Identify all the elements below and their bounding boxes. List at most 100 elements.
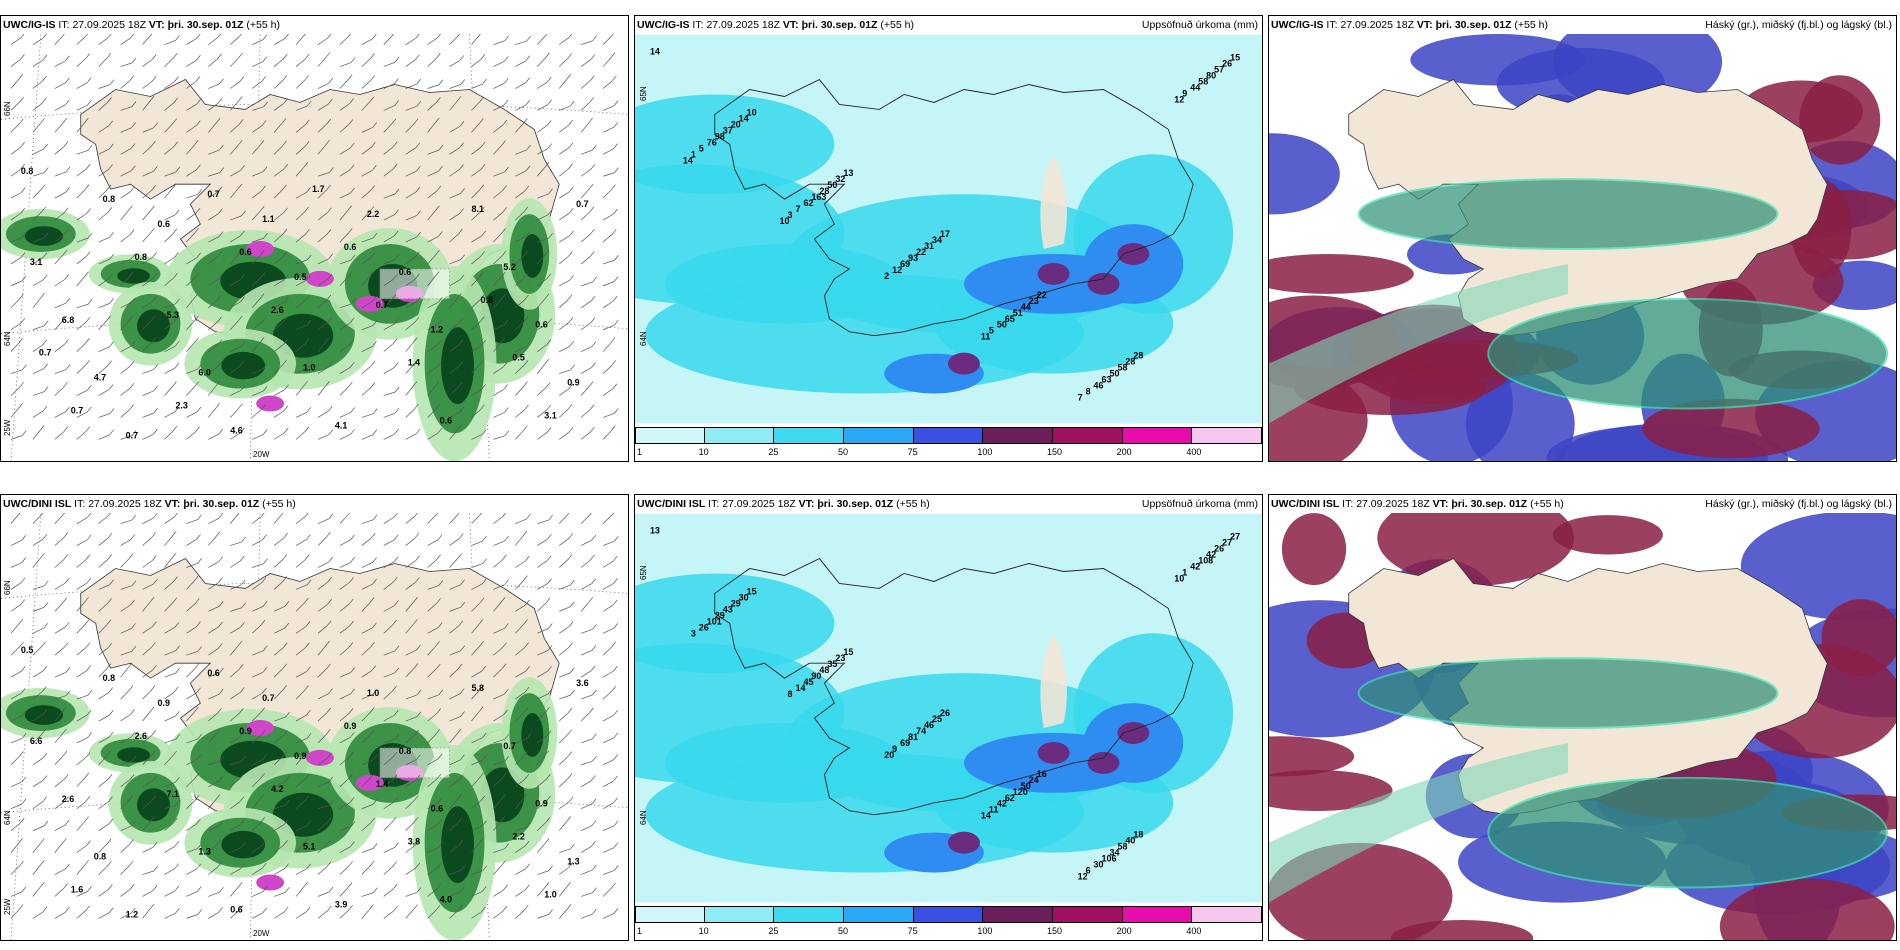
- accum-value-label: 7: [795, 204, 800, 214]
- accum-value-label: 15: [1230, 53, 1240, 63]
- latitude-label: 66N: [3, 580, 12, 595]
- wind-precip-map-panel: UWC/IG-IS IT: 27.09.2025 18Z VT: þri. 30…: [0, 15, 629, 462]
- accum-value-label: 44: [1021, 302, 1031, 312]
- accum-value-label: 62: [803, 198, 813, 208]
- precip-value-label: 0.8: [399, 746, 411, 756]
- accum-value-label: 74: [916, 726, 926, 736]
- dry-land-patch: [1040, 154, 1067, 249]
- latitude-label: 64N: [639, 331, 648, 346]
- lead-time: (+55 h): [1514, 19, 1548, 31]
- precipitation-field: [1, 198, 558, 461]
- precip-value-label: 0.6: [230, 904, 242, 914]
- accum-value-label: 5: [989, 326, 994, 336]
- precip-value-labels: 0.8 0.6 0.5 1.2 0.9 0.7 1.1 0.6 0.6 4.7 4.6 2.2 5.2 6…: [21, 166, 589, 440]
- precip-value-label: 0.6: [431, 804, 443, 814]
- accum-value-label: 29: [715, 610, 725, 620]
- accum-value-label: 14: [795, 683, 805, 693]
- map-canvas: 0.8 0.6 0.5 1.2 0.9 0.7 1.1 0.6 0.6 4.7 4.6 2.2 5.2 6…: [1, 34, 628, 461]
- accum-value-label: 3: [788, 210, 793, 220]
- init-time-value: 27.09.2025 18Z: [1340, 19, 1414, 31]
- precip-value-label: 0.7: [576, 199, 588, 209]
- accum-value-label: 42: [997, 799, 1007, 809]
- map-canvas: 1315152616182730232524402729354650582643…: [635, 513, 1262, 903]
- latitude-label: 65N: [639, 565, 648, 580]
- cloud-cover-map-panel: UWC/DINI ISL IT: 27.09.2025 18Z VT: þri.…: [1268, 494, 1897, 941]
- precip-value-label: 0.6: [207, 668, 219, 678]
- accum-value-label: 50: [1021, 781, 1031, 791]
- dry-land-patch: [1040, 633, 1067, 728]
- accum-value-label: 98: [715, 131, 725, 141]
- accum-value-label: 37: [723, 125, 733, 135]
- colorbar-tick-label: 10: [698, 447, 709, 457]
- panel-field-title: Uppsöfnuð úrkoma (mm): [1141, 19, 1258, 31]
- accum-value-label: 120: [1013, 787, 1028, 797]
- colorbar-swatch: [774, 906, 844, 923]
- valid-time-value: þri. 30.sep. 01Z: [1451, 498, 1528, 510]
- latitude-label: 64N: [3, 331, 12, 346]
- accum-value-label: 10: [747, 107, 757, 117]
- accum-value-label: 9: [892, 744, 897, 754]
- colorbar-tick-label: 100: [977, 447, 993, 457]
- accum-value-labels: 1410131722281514323423282620503144585737…: [650, 47, 1240, 403]
- accum-value-label: 22: [1037, 290, 1047, 300]
- precip-value-label: 0.8: [135, 252, 147, 262]
- init-time-value: 27.09.2025 18Z: [88, 498, 162, 510]
- accum-value-label: 34: [1109, 848, 1119, 858]
- latitude-label: 66N: [3, 101, 12, 116]
- precip-value-label: 3.1: [544, 410, 556, 420]
- valid-time-label: VT:: [782, 19, 799, 31]
- accum-value-label: 7: [1078, 393, 1083, 403]
- init-time-value: 27.09.2025 18Z: [706, 19, 780, 31]
- precip-value-label: 0.6: [158, 219, 170, 229]
- accum-value-label: 30: [739, 592, 749, 602]
- precip-value-label: 0.6: [535, 320, 547, 330]
- accum-value-label: 42: [1190, 562, 1200, 572]
- precip-value-label: 2.6: [62, 794, 74, 804]
- lead-time: (+55 h): [1530, 498, 1564, 510]
- precip-value-label: 0.9: [158, 698, 170, 708]
- colorbar-swatch: [844, 427, 914, 444]
- precip-value-label: 6.0: [198, 368, 210, 378]
- precipitation-field: [635, 94, 1234, 394]
- precip-value-label: 0.9: [567, 378, 579, 388]
- colorbar-legend: 1 10 25 50 75 100 150 200 400: [635, 906, 1262, 940]
- precip-value-label: 4.0: [440, 894, 452, 904]
- init-time-label: IT:: [58, 19, 70, 31]
- coastline: [714, 557, 1194, 816]
- colorbar-swatch: [844, 906, 914, 923]
- colorbar-frame: [635, 427, 1262, 444]
- coastline: [714, 78, 1194, 337]
- precipitation-field: [1, 677, 558, 940]
- accum-value-label: 27: [1230, 532, 1240, 542]
- accum-value-label: 15: [843, 647, 853, 657]
- precip-value-label: 6.8: [62, 315, 74, 325]
- accum-value-label: 9: [1182, 88, 1187, 98]
- lead-time: (+55 h): [246, 19, 280, 31]
- precip-value-label: 2.6: [271, 305, 283, 315]
- precip-value-label: 5.3: [166, 310, 178, 320]
- lead-time: (+55 h): [896, 498, 930, 510]
- accumulated-precip-map-panel: UWC/DINI ISL IT: 27.09.2025 18Z VT: þri.…: [634, 494, 1263, 941]
- precip-value-label: 0.5: [294, 272, 306, 282]
- accum-value-label: 14: [683, 155, 693, 165]
- colorbar-tick-label: 150: [1047, 926, 1063, 936]
- precip-value-label: 0.7: [503, 741, 515, 751]
- accum-value-label: 58: [1117, 842, 1127, 852]
- colorbar-tick-label: 10: [698, 926, 709, 936]
- precip-value-label: 1.1: [262, 214, 274, 224]
- accum-value-label: 62: [1005, 793, 1015, 803]
- accum-value-label: 28: [1133, 351, 1143, 361]
- high-cloud-layer: [1269, 178, 1889, 424]
- accum-value-label: 14: [981, 811, 991, 821]
- precip-value-label: 7.1: [166, 789, 178, 799]
- init-time-label: IT:: [1342, 498, 1354, 510]
- colorbar-swatch: [774, 427, 844, 444]
- colorbar-swatch: [983, 427, 1053, 444]
- precip-value-label: 4.6: [230, 425, 242, 435]
- accum-value-label: 45: [803, 677, 813, 687]
- panel-field-title: Háský (gr.), miðský (fj.bl.) og lágský (…: [1705, 498, 1892, 510]
- colorbar-tick-label: 200: [1116, 447, 1132, 457]
- colorbar-tick-label: 75: [907, 447, 918, 457]
- colorbar-tick-label: 1: [637, 926, 643, 936]
- accum-value-label: 65: [1005, 314, 1015, 324]
